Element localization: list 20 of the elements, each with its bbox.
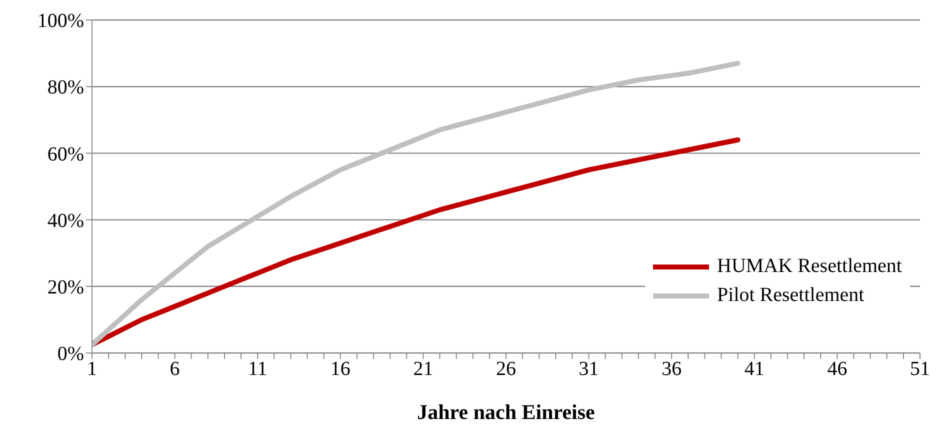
legend-label: HUMAK Resettlement [717,255,902,278]
y-tick-label: 20% [47,276,84,298]
legend-label: Pilot Resettlement [717,284,864,307]
x-axis-title: Jahre nach Einreise [417,400,595,424]
x-tick-label: 16 [330,358,350,380]
y-tick-label: 60% [47,143,84,166]
x-tick-label: 41 [744,358,764,380]
x-tick-label: 51 [910,358,930,380]
x-tick-label: 11 [248,358,268,380]
y-tick-label: 40% [47,210,84,232]
y-tick-label: 100% [37,10,84,32]
x-tick-label: 21 [413,358,434,380]
x-tick-label: 46 [827,358,848,380]
x-tick-label: 36 [662,358,682,380]
x-tick-label: 6 [170,358,180,380]
x-tick-label: 1 [87,358,97,380]
x-tick-label: 26 [496,358,516,380]
y-tick-label: 80% [47,76,84,99]
x-tick-label: 31 [578,358,599,380]
y-tick-label: 0% [57,343,84,366]
